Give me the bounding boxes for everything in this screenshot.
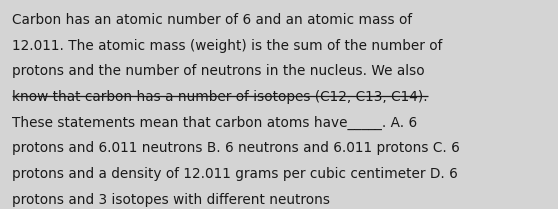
Text: 12.011. The atomic mass (weight) is the sum of the number of: 12.011. The atomic mass (weight) is the … — [12, 39, 442, 53]
Text: know that carbon has a number of isotopes (C12, C13, C14).: know that carbon has a number of isotope… — [12, 90, 427, 104]
Text: These statements mean that carbon atoms have_____. A. 6: These statements mean that carbon atoms … — [12, 116, 417, 130]
Text: protons and a density of 12.011 grams per cubic centimeter D. 6: protons and a density of 12.011 grams pe… — [12, 167, 458, 181]
Text: protons and 6.011 neutrons B. 6 neutrons and 6.011 protons C. 6: protons and 6.011 neutrons B. 6 neutrons… — [12, 141, 460, 155]
Text: Carbon has an atomic number of 6 and an atomic mass of: Carbon has an atomic number of 6 and an … — [12, 13, 412, 27]
Text: protons and the number of neutrons in the nucleus. We also: protons and the number of neutrons in th… — [12, 64, 425, 78]
Text: protons and 3 isotopes with different neutrons: protons and 3 isotopes with different ne… — [12, 193, 330, 207]
